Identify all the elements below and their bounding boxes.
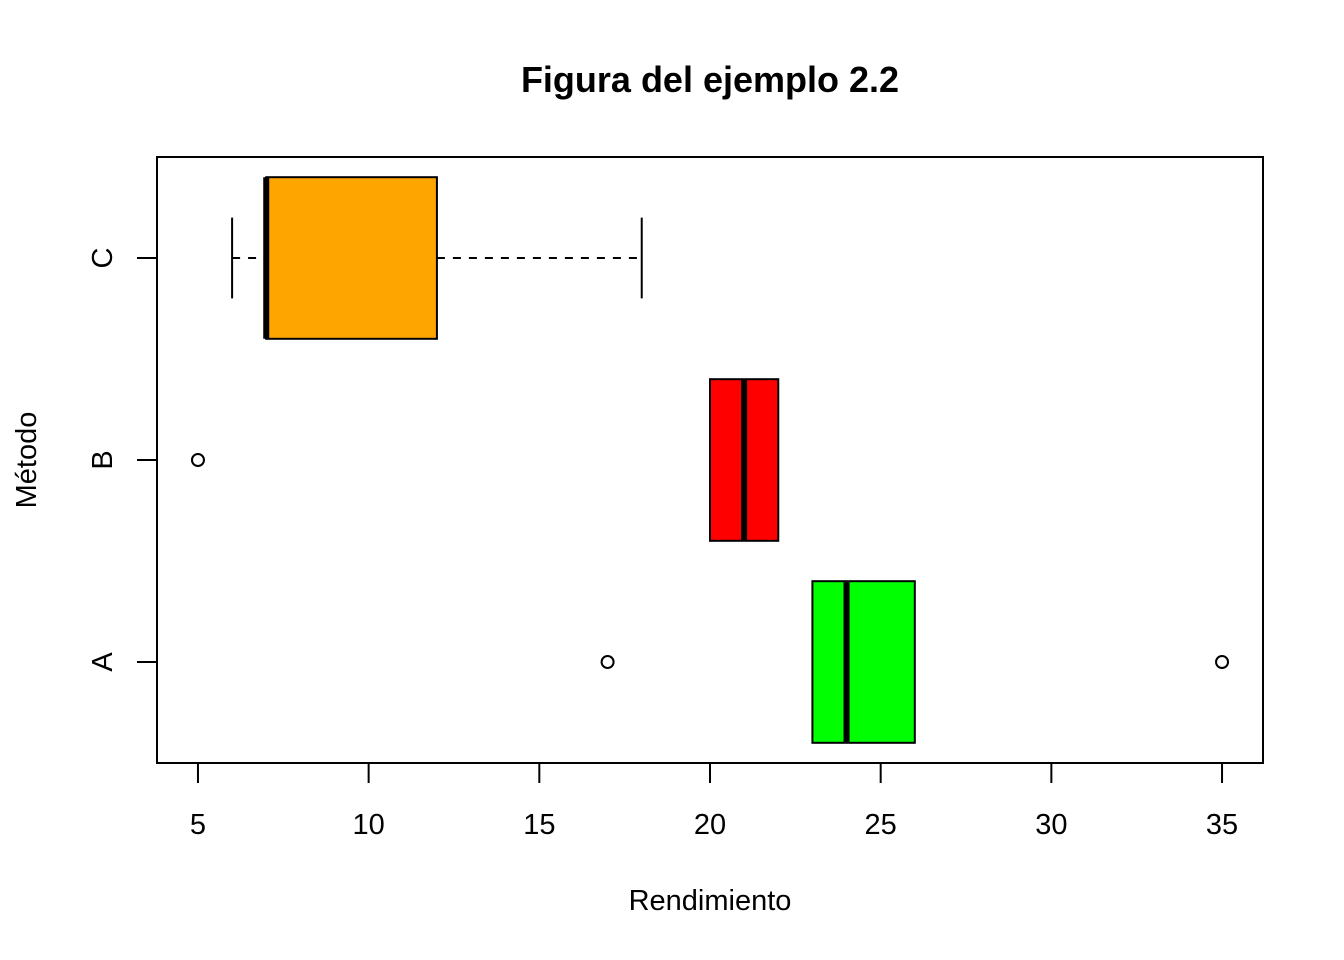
x-axis: 5 10 15 20 25 30 35 (190, 763, 1238, 841)
outlier-point (190, 453, 205, 467)
box-group-c (231, 176, 643, 340)
x-tick-label: 10 (353, 809, 385, 841)
boxes-layer (190, 176, 1230, 744)
box-group-a (600, 580, 1230, 744)
x-tick-label: 25 (865, 809, 897, 841)
y-axis: A B C (87, 248, 157, 672)
x-tick-label: 35 (1206, 809, 1238, 841)
box-group-b (190, 378, 780, 542)
box-a (811, 580, 916, 744)
x-tick-label: 15 (523, 809, 555, 841)
chart-title: Figura del ejemplo 2.2 (521, 59, 899, 100)
box-c (265, 176, 438, 340)
y-axis-label: Método (11, 412, 43, 509)
outlier-point (1215, 655, 1230, 669)
y-tick-label: C (87, 248, 119, 269)
x-tick-label: 30 (1035, 809, 1067, 841)
x-tick-label: 5 (190, 809, 206, 841)
y-tick-label: A (87, 652, 119, 672)
y-tick-label: B (87, 450, 119, 469)
x-axis-label: Rendimiento (629, 885, 792, 917)
outlier-point (600, 655, 615, 669)
x-tick-label: 20 (694, 809, 726, 841)
